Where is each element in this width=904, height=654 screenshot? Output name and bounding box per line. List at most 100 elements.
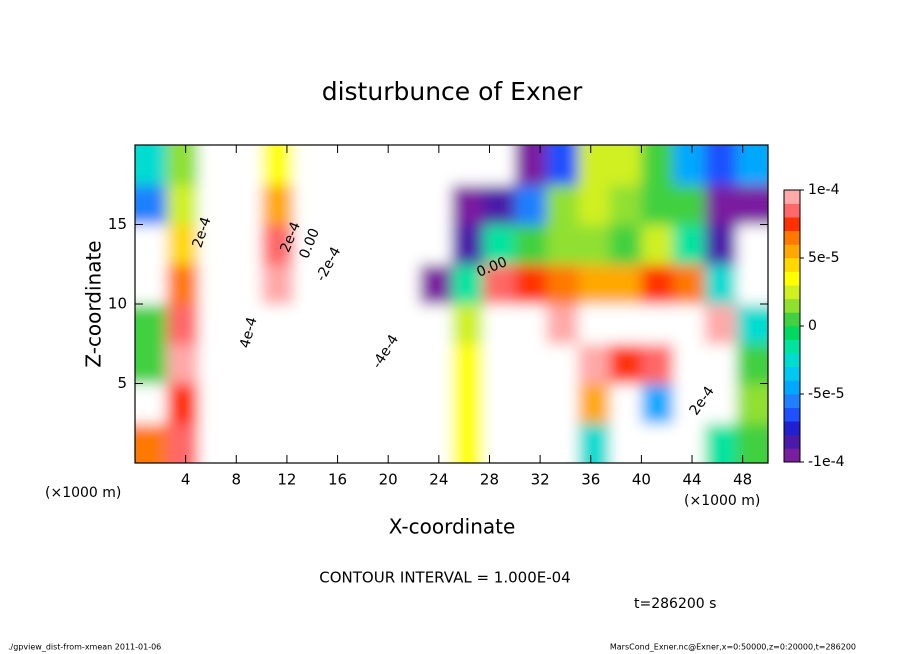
cell [514,304,547,345]
cell [261,423,294,463]
cell [324,145,358,186]
cell [673,304,706,345]
colorbar-swatch [784,190,800,204]
cell [388,383,421,424]
cell [514,224,547,265]
cell [293,264,326,305]
cell [704,304,737,345]
contour-interval: CONTOUR INTERVAL = 1.000E-04 [319,569,570,587]
colorbar-swatch [784,421,800,436]
cell [546,383,579,424]
cell [419,423,452,463]
x-tick-label: 44 [682,471,701,489]
cell [229,145,263,186]
cell [609,184,642,225]
cell [546,423,579,463]
cell [261,145,294,186]
cell [609,145,642,186]
cell [135,224,168,265]
cell [356,423,389,463]
cell [736,184,768,225]
cell [483,343,516,384]
colorbar-tick-label: 0 [808,318,817,334]
field [135,145,768,463]
cell [483,224,516,265]
cell [324,343,358,384]
cell [704,264,737,305]
colorbar-tick-label: 5e-5 [808,250,839,266]
cell [704,145,737,186]
cell [673,343,706,384]
cell [261,304,294,345]
cell [135,145,168,186]
cell [609,224,642,265]
cell [261,383,294,424]
cells [135,145,768,463]
colorbar-swatch [784,448,800,463]
cell [356,304,389,345]
cell [135,304,168,345]
cell [451,145,484,186]
cell [514,184,547,225]
x-unit-left: (×1000 m) [45,485,121,501]
cell [578,145,611,186]
cell [641,304,674,345]
cell [736,264,768,305]
cell [704,224,737,265]
cell [514,343,547,384]
cell [135,383,168,424]
cell [641,184,674,225]
cell [229,264,263,305]
cell [261,184,294,225]
y-tick-label: 5 [117,374,127,392]
x-axis-label: X-coordinate [389,515,516,539]
cell [198,264,231,305]
colorbar-swatch [784,339,800,354]
cell [736,383,768,424]
x-tick-label: 48 [733,471,752,489]
cell [388,184,421,225]
cell [419,264,452,305]
cell [419,304,452,345]
cell [673,423,706,463]
cell [704,184,737,225]
cell [578,383,611,424]
cell [261,224,294,265]
cell [293,383,326,424]
cell [609,383,642,424]
cell [736,423,768,463]
x-tick-label: 32 [531,471,550,489]
colorbar-swatch [784,230,800,245]
cell [356,383,389,424]
colorbar-swatch [784,271,800,286]
cell [704,383,737,424]
cell [198,343,231,384]
cell [578,224,611,265]
cell [609,423,642,463]
cell [419,184,452,225]
cell [483,145,516,186]
cell [166,184,199,225]
cell [483,304,516,345]
cell [451,224,484,265]
cell [261,264,294,305]
cell [673,383,706,424]
cell [451,343,484,384]
cell [388,145,421,186]
cell [673,264,706,305]
cell [198,184,231,225]
cell [229,423,263,463]
footer-left: ./gpview_dist-from-xmean 2011-01-06 [8,643,161,652]
cell [198,383,231,424]
x-unit-right: (×1000 m) [684,493,760,509]
cell [578,264,611,305]
cell [641,224,674,265]
cell [135,343,168,384]
colorbar: 1e-4 5e-5 0 -5e-5 -1e-4 [783,182,845,470]
cell [166,343,199,384]
cell [514,264,547,305]
cell [673,224,706,265]
colorbar-swatch [784,217,800,232]
cell [641,264,674,305]
cell [578,304,611,345]
